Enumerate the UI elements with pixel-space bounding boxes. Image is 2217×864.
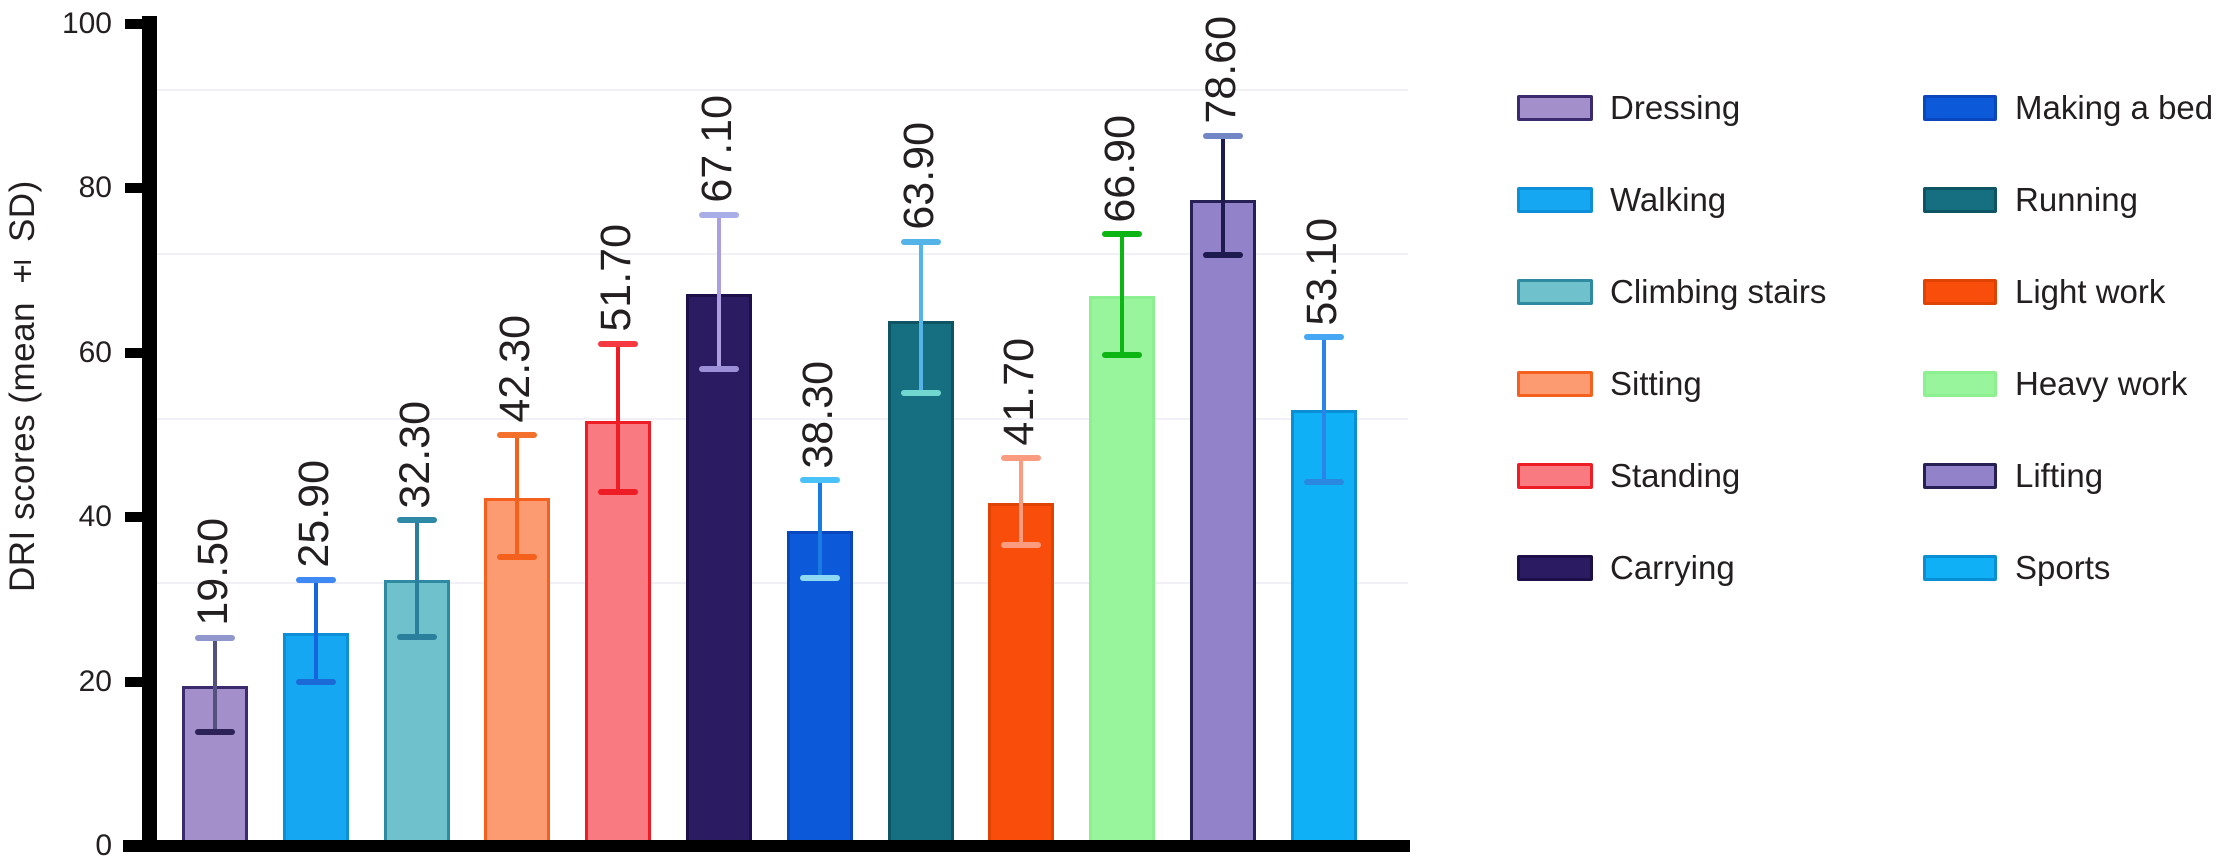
error-bar-cap-bottom [598,488,639,495]
legend-swatch-climbing-stairs [1517,279,1593,305]
y-tick [125,19,147,29]
error-bar-cap-top [396,517,437,524]
legend-label-heavy-work: Heavy work [2015,365,2188,402]
y-tick-label: 80 [78,171,112,205]
bar-running [887,320,954,840]
error-bar-line [616,343,621,492]
bar-making-a-bed [786,531,853,840]
y-tick [125,841,147,851]
error-bar-cap-bottom [1303,478,1344,485]
y-tick-label: 100 [61,7,112,40]
error-bar-cap-bottom [900,390,941,397]
gridline [157,581,1408,584]
y-tick [125,676,147,687]
y-tick [125,512,147,523]
legend-label-making-a-bed: Making a bed [2015,89,2214,126]
error-bar-cap-top [1303,334,1344,341]
legend-label-standing: Standing [1610,457,1741,494]
error-bar-cap-bottom [1203,251,1243,258]
legend-label-running: Running [2015,181,2138,218]
error-bar-cap-bottom [195,728,235,735]
error-bar-cap-bottom [799,575,840,582]
error-bar-cap-bottom [497,553,538,560]
error-bar-line [1321,337,1326,482]
error-bar-line [1120,234,1125,356]
y-tick-label: 20 [78,664,112,698]
gridline [157,417,1408,420]
error-bar-cap-bottom [396,634,437,641]
legend-swatch-dressing [1517,95,1593,121]
error-bar-cap-top [295,576,336,583]
y-tick-label: 60 [78,335,112,369]
y-axis-line [142,16,157,852]
error-bar-cap-bottom [1001,542,1042,549]
legend-swatch-running [1923,187,1997,213]
legend-swatch-making-a-bed [1923,95,1997,121]
y-tick [125,347,147,358]
gridline [157,88,1408,91]
legend-label-sports: Sports [2015,549,2111,586]
bar-standing [585,421,652,840]
x-axis-line [123,840,1410,852]
legend-label-dressing: Dressing [1610,89,1741,126]
error-bar-cap-top [1203,132,1243,139]
error-bar-cap-top [799,477,840,484]
legend-swatch-sports [1923,555,1997,581]
bar-light-work [988,503,1055,840]
bar-lifting [1190,199,1256,840]
legend-label-climbing-stairs: Climbing stairs [1610,273,1827,310]
error-bar-line [414,520,419,638]
y-tick-label: 0 [95,829,112,862]
error-bar-cap-top [598,340,639,347]
legend-swatch-lifting [1923,463,1997,489]
error-bar-line [717,214,721,370]
legend-swatch-light-work [1923,279,1997,305]
gridline [157,253,1408,256]
error-bar-cap-top [900,238,941,245]
error-bar-cap-top [1102,231,1143,238]
error-bar-cap-bottom [295,679,336,686]
bar-heavy-work [1089,296,1156,840]
error-bar-line [515,435,520,557]
error-bar-cap-top [195,635,235,642]
error-bar-cap-top [497,432,538,438]
error-bar-line [817,480,822,579]
y-tick-label: 40 [78,500,112,534]
error-bar-cap-bottom [1102,352,1143,359]
legend-swatch-sitting [1517,371,1593,397]
legend-label-walking: Walking [1610,181,1727,218]
legend-swatch-carrying [1517,555,1593,581]
error-bar-line [313,579,318,683]
legend-swatch-walking [1517,187,1593,213]
legend-label-carrying: Carrying [1610,549,1735,586]
error-bar-cap-top [699,211,739,218]
error-bar-line [918,241,923,394]
legend-swatch-heavy-work [1923,371,1997,397]
legend-label-lifting: Lifting [2015,457,2104,494]
y-tick [125,183,147,194]
error-bar-cap-bottom [699,366,739,373]
error-bar-cap-top [1001,455,1042,462]
error-bar-line [1221,135,1225,255]
error-bar-line [1019,458,1024,546]
legend-swatch-standing [1517,463,1593,489]
legend-label-sitting: Sitting [1610,365,1702,402]
legend-label-light-work: Light work [2015,273,2166,310]
error-bar-line [213,638,217,732]
